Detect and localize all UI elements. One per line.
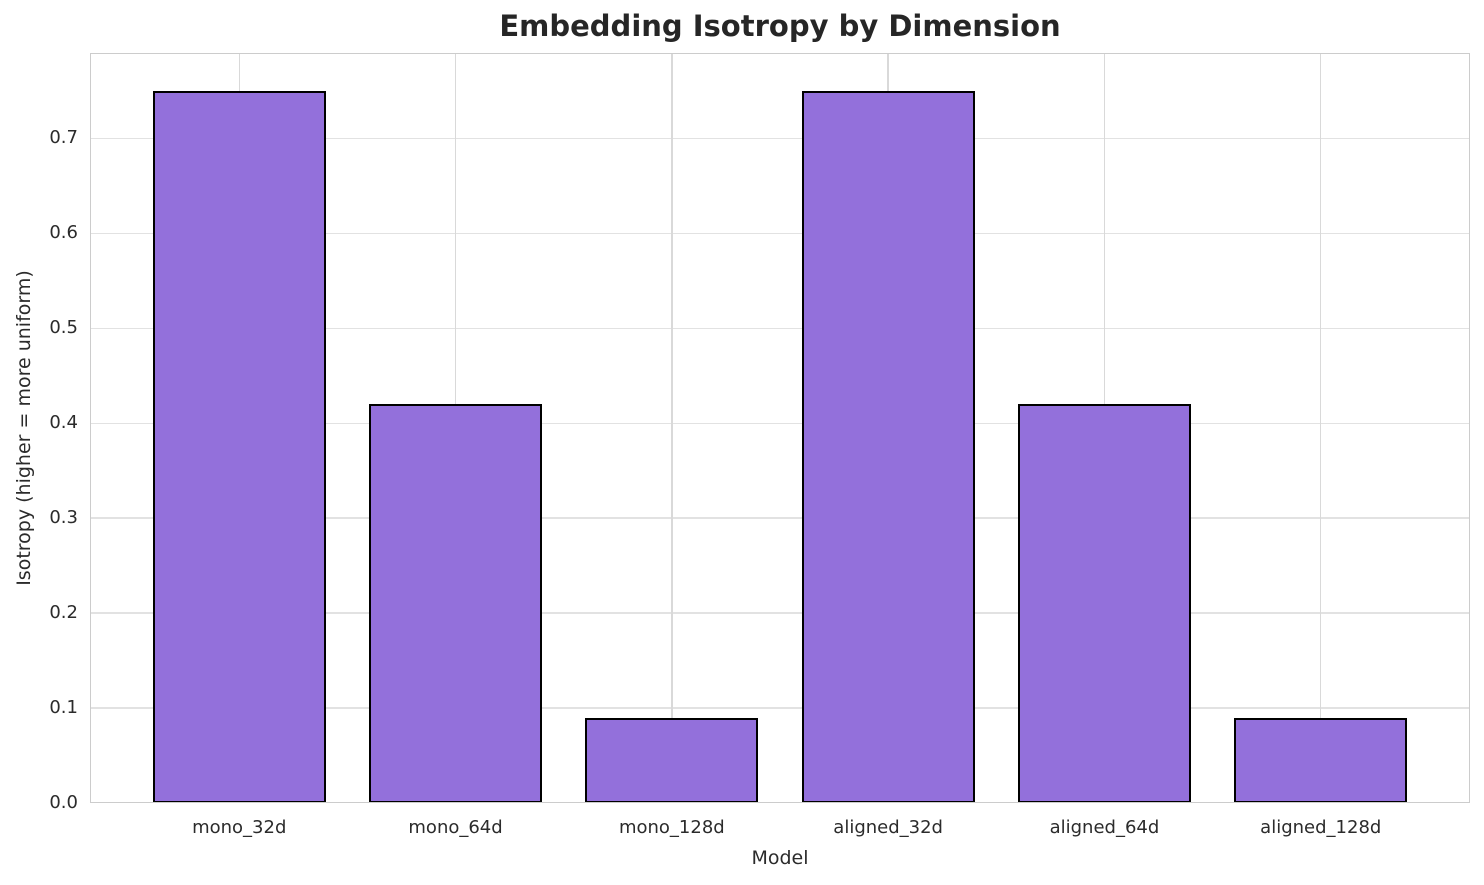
ytick-0.2: 0.2 [49, 602, 78, 624]
gridline-v-mono_128d [671, 53, 673, 803]
xtick-aligned_32d: aligned_32d [833, 817, 943, 838]
gridline-h-0.1 [90, 707, 1470, 709]
bar-aligned_64d [1017, 404, 1191, 803]
plot-area [90, 53, 1470, 803]
gridline-h-0.5 [90, 327, 1470, 329]
gridline-h-0.4 [90, 422, 1470, 424]
ytick-0.7: 0.7 [49, 127, 78, 149]
ytick-0.0: 0.0 [49, 792, 78, 813]
xtick-aligned_64d: aligned_64d [1049, 817, 1160, 838]
xtick-aligned_128d: aligned_128d [1260, 817, 1382, 838]
gridline-h-0.7 [90, 137, 1470, 140]
gridline-h-0.3 [90, 517, 1470, 519]
bar-aligned_128d [1234, 717, 1408, 803]
gridline-h-0.6 [90, 232, 1470, 235]
bar-mono_128d [585, 717, 759, 803]
ytick-0.6: 0.6 [49, 222, 78, 244]
ytick-0.4: 0.4 [49, 412, 78, 434]
bar-mono_64d [369, 404, 543, 803]
ytick-0.3: 0.3 [49, 507, 78, 529]
bar-mono_32d [152, 90, 326, 803]
bar-aligned_32d [801, 90, 975, 803]
xtick-mono_32d: mono_32d [192, 817, 287, 838]
x-axis-label: Model [751, 847, 809, 869]
chart-title: Embedding Isotropy by Dimension [499, 9, 1061, 43]
xtick-mono_128d: mono_128d [618, 817, 725, 838]
gridline-v-aligned_128d [1320, 53, 1322, 803]
ytick-0.5: 0.5 [49, 317, 78, 339]
gridline-h-0.2 [90, 612, 1470, 614]
ytick-0.1: 0.1 [49, 697, 78, 719]
xtick-mono_64d: mono_64d [408, 817, 503, 838]
